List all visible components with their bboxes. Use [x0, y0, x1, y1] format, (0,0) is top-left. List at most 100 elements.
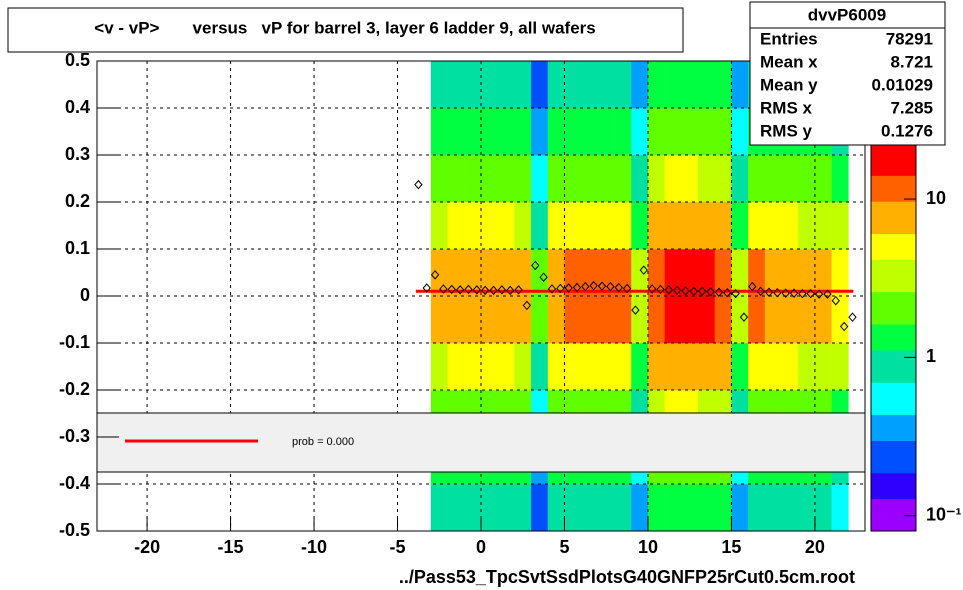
- profile-point: [539, 272, 548, 282]
- profile-point: [689, 286, 699, 297]
- cell: [597, 108, 615, 156]
- cell: [564, 296, 582, 344]
- cell: [698, 61, 716, 109]
- palette-band: [871, 265, 916, 273]
- cell: [798, 343, 816, 391]
- profile-point: [472, 285, 481, 295]
- cell: [698, 202, 716, 250]
- cell: [798, 296, 816, 344]
- cell: [464, 202, 482, 250]
- cell: [514, 108, 532, 156]
- profile-point: [514, 285, 523, 295]
- cell: [597, 343, 615, 391]
- cell: [831, 484, 849, 532]
- profile-point: [481, 285, 490, 296]
- cell: [781, 343, 799, 391]
- cell: [564, 108, 582, 156]
- cell: [497, 484, 515, 532]
- x-tick-label: -10: [301, 537, 327, 557]
- cell: [614, 61, 632, 109]
- cell: [698, 296, 716, 344]
- profile-point: [639, 265, 648, 275]
- palette-band: [871, 349, 916, 357]
- cell: [681, 296, 699, 344]
- cell: [581, 202, 599, 250]
- legend-label: prob = 0.000: [292, 436, 354, 448]
- profile-point: [606, 281, 615, 292]
- cell: [581, 108, 599, 156]
- palette-band: [871, 330, 916, 338]
- palette-band: [871, 220, 916, 228]
- cell: [497, 61, 515, 109]
- cell: [614, 202, 632, 250]
- stats-label: RMS y: [760, 121, 813, 140]
- profile-point: [839, 321, 849, 332]
- palette-band: [871, 162, 916, 170]
- palette-band: [871, 272, 916, 280]
- cell: [781, 296, 799, 344]
- cell: [564, 61, 582, 109]
- palette-band: [871, 408, 916, 416]
- cell: [481, 202, 498, 250]
- profile-point: [748, 281, 757, 292]
- cell: [481, 108, 498, 156]
- cell: [531, 249, 549, 297]
- palette-band: [871, 518, 916, 526]
- palette-band: [871, 317, 916, 325]
- profile-point: [489, 285, 498, 296]
- stats-value: 0.1276: [881, 121, 933, 140]
- cell: [681, 484, 699, 532]
- cell: [497, 108, 515, 156]
- stats-value: 7.285: [890, 98, 933, 117]
- palette-band: [871, 427, 916, 435]
- cell: [531, 202, 549, 250]
- cell: [831, 343, 849, 391]
- profile-point: [506, 285, 515, 296]
- cell: [564, 155, 582, 203]
- cell: [497, 202, 515, 250]
- palette-band: [871, 149, 916, 157]
- profile-point: [647, 284, 657, 294]
- cell: [831, 249, 849, 297]
- palette-band: [871, 382, 916, 390]
- profile-point: [814, 289, 824, 299]
- cell: [430, 202, 448, 250]
- cell: [581, 155, 599, 203]
- profile-point: [622, 283, 632, 294]
- palette-band: [871, 356, 916, 364]
- cell: [731, 61, 749, 109]
- profile-point: [698, 286, 707, 297]
- profile-point: [831, 295, 840, 306]
- cell: [647, 296, 665, 344]
- palette-band: [871, 194, 916, 202]
- cell: [547, 343, 565, 391]
- cell: [614, 155, 632, 203]
- cell: [547, 155, 565, 203]
- cell: [464, 249, 482, 297]
- y-tick-label: -0.4: [59, 473, 90, 493]
- cell: [798, 155, 816, 203]
- palette-band: [871, 492, 916, 500]
- title-box: [7, 7, 684, 53]
- cell: [547, 202, 565, 250]
- palette-band: [871, 240, 916, 247]
- cell: [681, 202, 699, 250]
- cell: [681, 343, 699, 391]
- profile-point: [589, 280, 598, 291]
- profile-point: [414, 179, 423, 190]
- cell: [647, 202, 665, 250]
- x-tick-label: -15: [218, 537, 244, 557]
- cell: [464, 61, 482, 109]
- cell: [597, 202, 615, 250]
- y-tick-label: 0.5: [65, 50, 90, 70]
- profile-point: [781, 288, 790, 298]
- profile-point: [681, 286, 690, 296]
- cell: [831, 296, 849, 344]
- cell: [647, 484, 665, 532]
- cell: [481, 343, 498, 391]
- profile-point: [739, 312, 749, 322]
- x-tick-label: 0: [476, 537, 486, 557]
- palette-band: [871, 369, 916, 377]
- cell: [781, 155, 799, 203]
- cell: [447, 202, 465, 250]
